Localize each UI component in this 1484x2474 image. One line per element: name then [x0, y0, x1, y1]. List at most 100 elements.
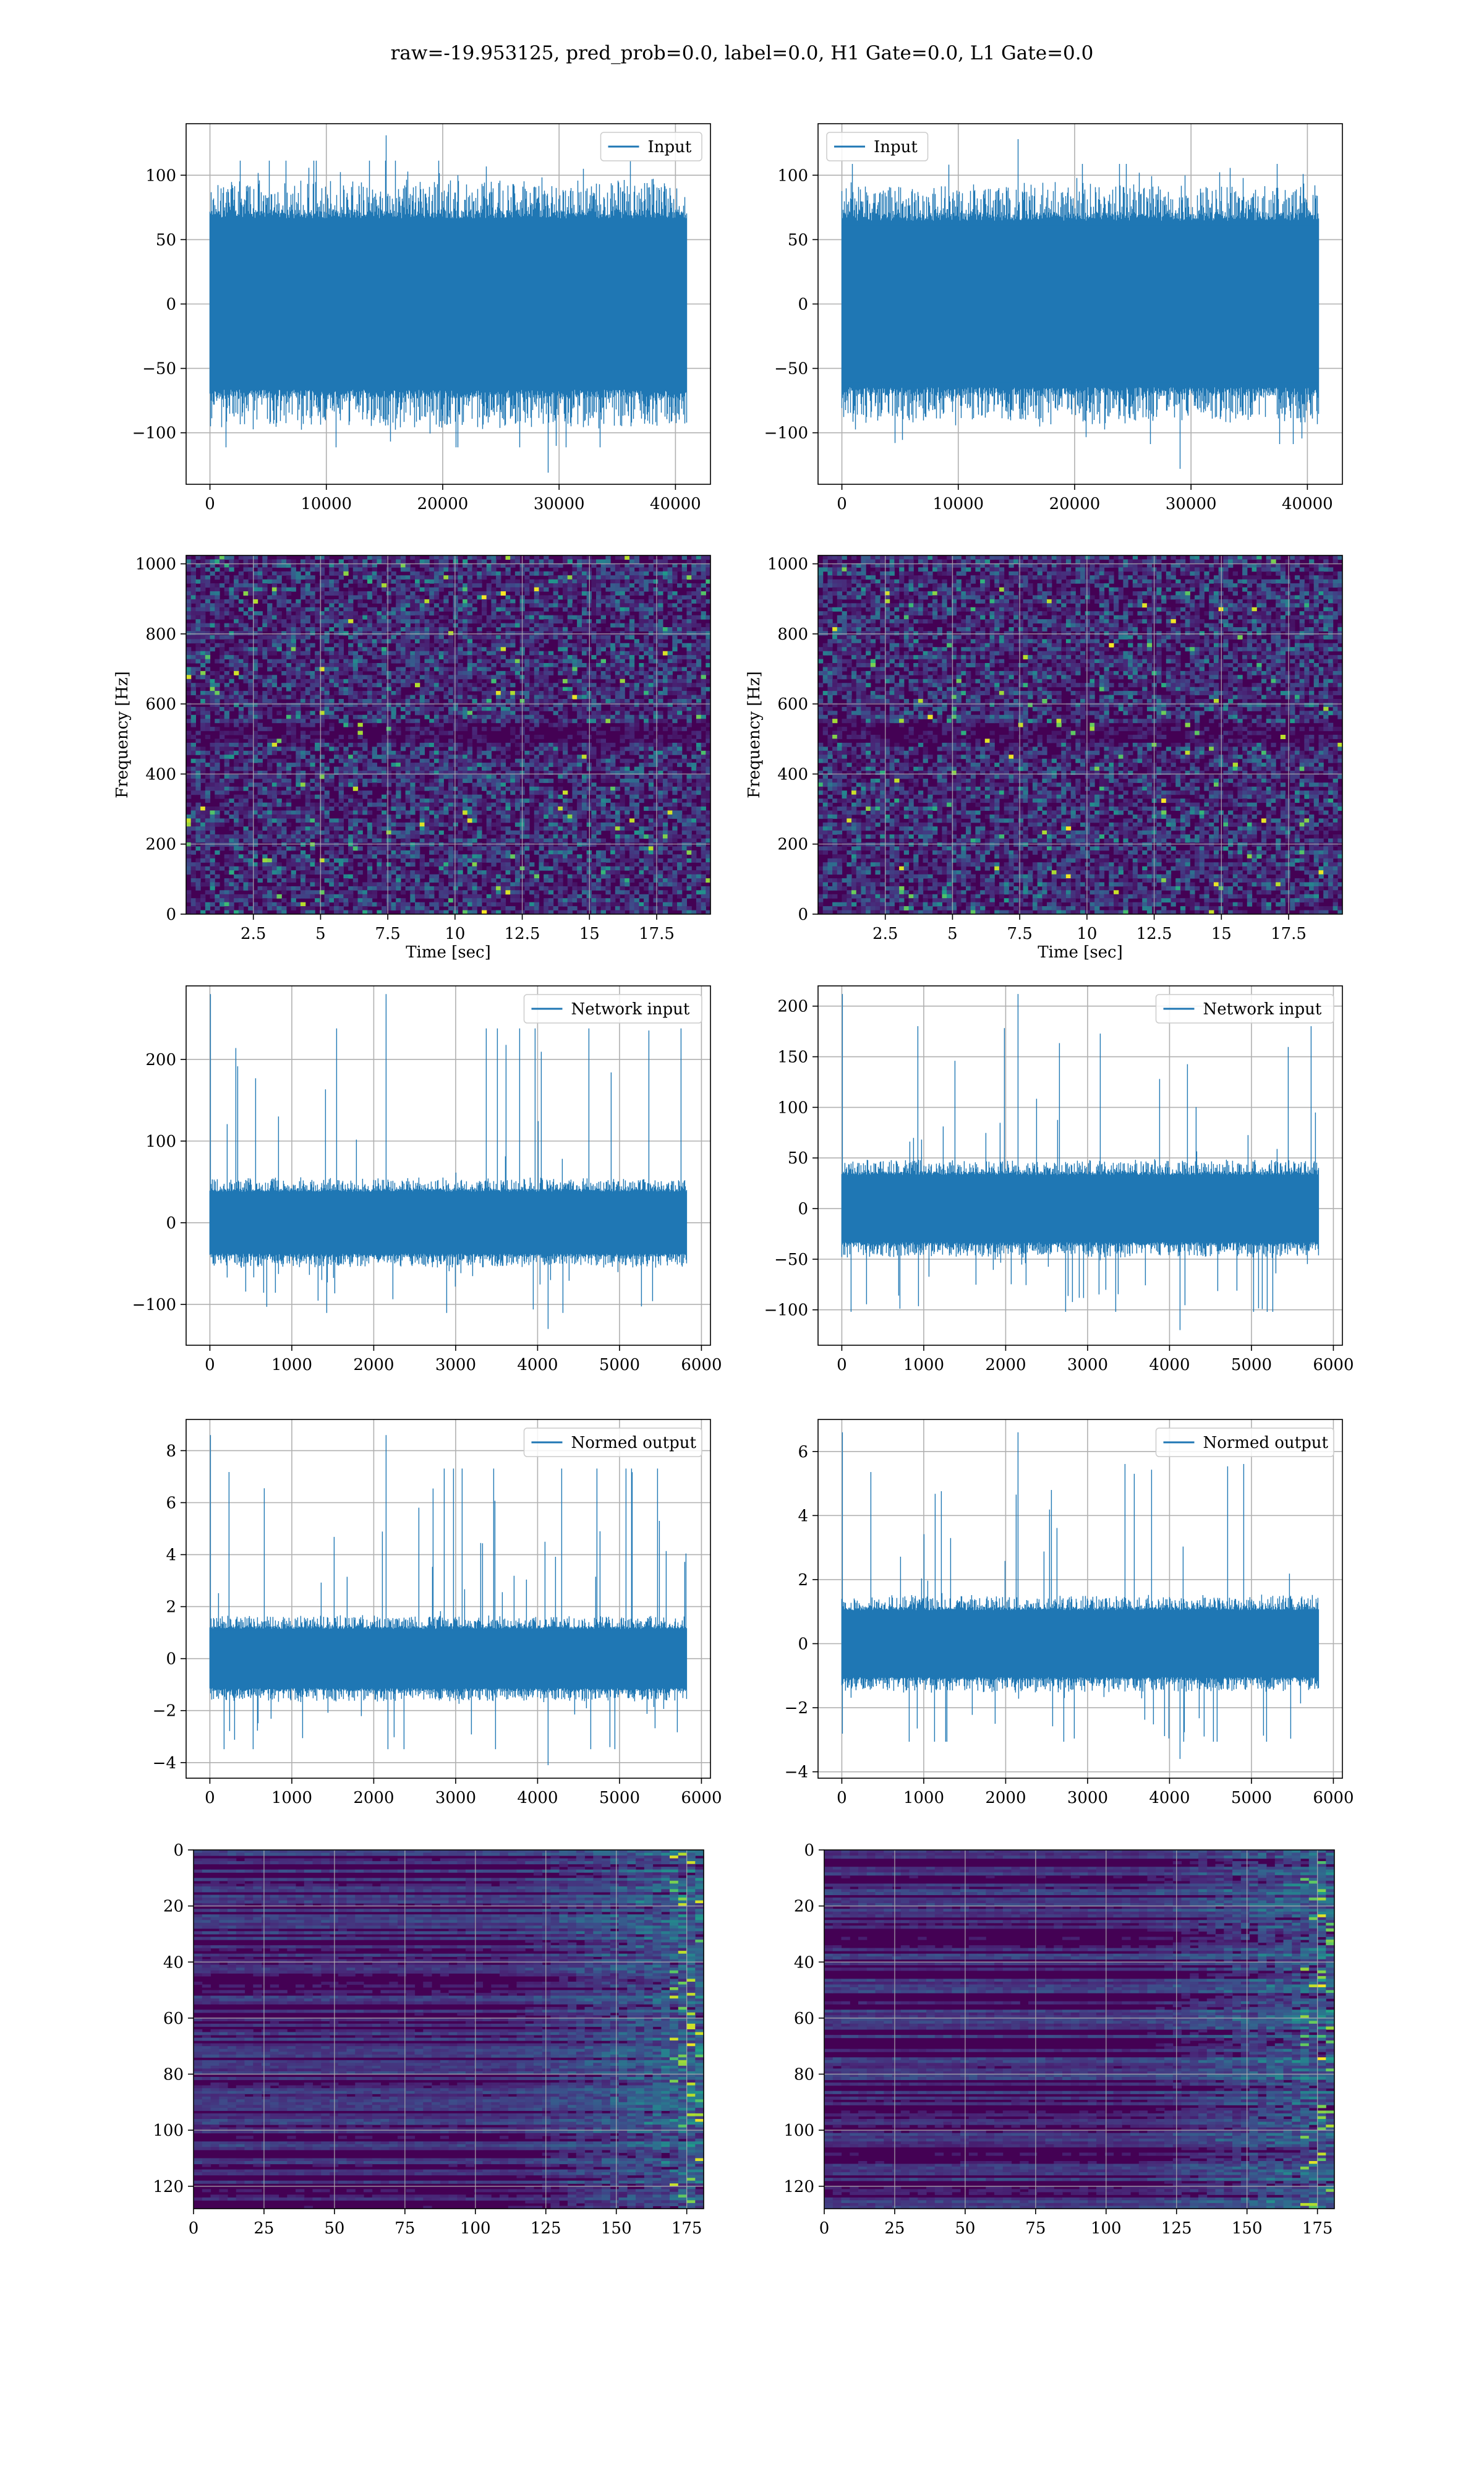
normed-output-right-frame	[817, 1419, 1343, 1779]
normed-output-left-content	[186, 1419, 710, 1778]
x-tick-label: 15	[1211, 925, 1232, 943]
feature-map-right-content	[824, 1850, 1334, 2209]
y-tick-label: 200	[777, 836, 808, 854]
x-axis-label: Time [sec]	[406, 943, 491, 962]
y-tick-label: 40	[794, 1953, 814, 1972]
y-tick-label: 2	[798, 1571, 808, 1590]
x-tick-label: 25	[884, 2219, 905, 2238]
x-tick-label: 100	[1091, 2219, 1122, 2238]
x-tick-label: 4000	[517, 1789, 558, 1807]
x-tick-label: 0	[205, 1789, 215, 1807]
x-tick-label: 5000	[1231, 1789, 1272, 1807]
network-input-right-content	[818, 986, 1342, 1345]
legend-label: Network input	[571, 1000, 690, 1019]
legend-label: Network input	[1203, 1000, 1322, 1019]
input-right-series-core	[842, 225, 1319, 383]
x-tick-label: 50	[955, 2219, 975, 2238]
feature-map-right-frame	[824, 1849, 1335, 2209]
x-tick-label: 3000	[1067, 1356, 1108, 1374]
spectrogram-right-content	[818, 555, 1342, 914]
y-tick-label: 4	[166, 1546, 176, 1565]
x-tick-label: 10000	[301, 495, 352, 513]
y-tick-label: 4	[798, 1507, 808, 1525]
y-tick-label: −50	[774, 1251, 808, 1269]
x-tick-label: 15	[579, 925, 600, 943]
x-tick-label: 175	[672, 2219, 702, 2238]
spectrogram-right-frame	[817, 555, 1343, 915]
network-input-right-legend: Network input	[1155, 994, 1334, 1024]
y-tick-label: 40	[163, 1953, 184, 1972]
x-tick-label: 30000	[534, 495, 585, 513]
y-tick-label: 800	[145, 625, 176, 644]
y-tick-label: −100	[132, 424, 176, 443]
y-tick-label: 6	[798, 1443, 808, 1462]
y-tick-label: 1000	[135, 555, 176, 574]
x-tick-label: 0	[837, 1356, 847, 1374]
x-tick-label: 1000	[903, 1356, 944, 1374]
spectrogram-left-frame	[186, 555, 711, 915]
y-tick-label: 50	[788, 1149, 808, 1168]
network-input-left-legend: Network input	[523, 994, 702, 1024]
x-tick-label: 10000	[932, 495, 984, 513]
y-tick-label: −4	[785, 1763, 808, 1782]
x-tick-label: 4000	[517, 1356, 558, 1374]
x-tick-label: 6000	[1313, 1356, 1354, 1374]
x-tick-label: 175	[1302, 2219, 1333, 2238]
x-tick-label: 2000	[353, 1789, 394, 1807]
subplot-input-right: 0 10000 20000 30000 40000 −100 −50 0 50 100 Input	[764, 123, 1343, 513]
y-tick-label: 100	[777, 166, 808, 185]
x-tick-label: 17.5	[639, 925, 675, 943]
y-tick-label: 100	[145, 1132, 176, 1151]
x-tick-label: 7.5	[375, 925, 400, 943]
x-tick-label: 3000	[435, 1789, 476, 1807]
x-tick-label: 2000	[985, 1356, 1026, 1374]
x-tick-label: 125	[1161, 2219, 1192, 2238]
y-tick-label: −4	[153, 1754, 176, 1773]
y-tick-label: 200	[777, 998, 808, 1016]
x-tick-label: 3000	[1067, 1789, 1108, 1807]
feature-map-left-frame	[193, 1849, 704, 2209]
x-tick-label: 20000	[417, 495, 469, 513]
legend-label: Input	[874, 138, 918, 156]
x-tick-label: 12.5	[1136, 925, 1172, 943]
y-tick-label: 0	[173, 1841, 184, 1860]
y-tick-label: 60	[163, 2010, 184, 2028]
feature-map-left-content	[194, 1850, 704, 2209]
x-tick-label: 4000	[1149, 1356, 1190, 1374]
subplot-normed-output-left: 0 1000 2000 3000 4000 5000 6000 −4 −2 0 2 4 6 8 Normed…	[153, 1419, 722, 1807]
x-tick-label: 100	[460, 2219, 491, 2238]
y-tick-label: 20	[163, 1898, 184, 1916]
x-tick-label: 6000	[681, 1356, 722, 1374]
y-tick-label: 60	[794, 2010, 814, 2028]
x-tick-label: 5	[947, 925, 958, 943]
x-tick-label: 4000	[1149, 1789, 1190, 1807]
subplot-spectrogram-right: 2.5 5 7.5 10 12.5 15 17.5 0 200 400 600 800 1000 Time…	[745, 555, 1343, 962]
subplot-network-input-right: 0 1000 2000 3000 4000 5000 6000 −100 −50 0 50 100 15…	[764, 985, 1354, 1374]
x-tick-label: 5	[315, 925, 326, 943]
x-tick-label: 5000	[1231, 1356, 1272, 1374]
x-tick-label: 5000	[599, 1789, 640, 1807]
subplot-feature-map-left: 0 25 50 75 100 125 150 175 0 20 40 60 80 100 120	[153, 1841, 704, 2238]
input-left-content	[186, 124, 710, 484]
x-tick-label: 2.5	[872, 925, 898, 943]
y-tick-label: −100	[764, 1301, 808, 1320]
y-axis-label: Frequency [Hz]	[113, 671, 132, 798]
x-tick-label: 50	[324, 2219, 344, 2238]
subplot-grid: 0 10000 20000 30000 40000−100−50050100Input0…	[113, 123, 1354, 2238]
y-tick-label: −50	[774, 360, 808, 379]
subplot-input-left: 0 10000 20000 30000 40000 −100 −50 0 50 100 Input	[132, 123, 711, 513]
x-tick-label: 125	[531, 2219, 561, 2238]
y-tick-label: −50	[142, 360, 176, 379]
y-tick-label: 0	[166, 296, 176, 314]
x-tick-label: 17.5	[1271, 925, 1307, 943]
x-tick-label: 40000	[650, 495, 701, 513]
y-tick-label: 2	[166, 1598, 176, 1617]
y-tick-label: 120	[153, 2178, 184, 2196]
x-tick-label: 1000	[903, 1789, 944, 1807]
x-tick-label: 75	[394, 2219, 415, 2238]
y-tick-label: 20	[794, 1898, 814, 1916]
normed-output-right-legend: Normed output	[1155, 1427, 1334, 1457]
legend-label: Input	[648, 138, 692, 156]
y-tick-label: −100	[764, 424, 808, 443]
spectrogram-left-content	[186, 555, 710, 914]
